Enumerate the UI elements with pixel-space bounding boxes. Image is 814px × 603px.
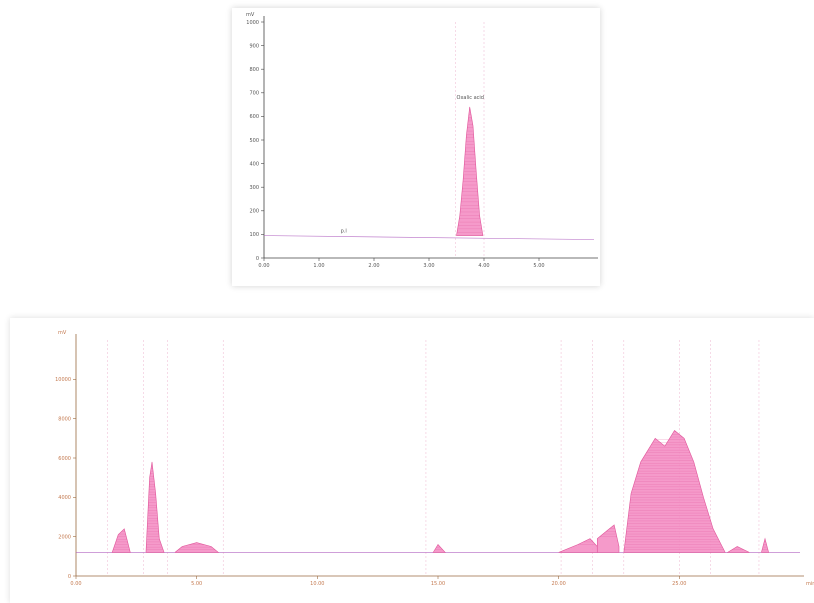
baseline-trace [263,235,595,240]
y-tick-label: 100 [249,232,259,238]
x-tick-label: 3.00 [423,263,434,269]
y-tick-label: 500 [249,138,259,144]
y-unit-label: mV [246,12,255,18]
peak-area [726,546,750,553]
top-chromatogram: 0 100 200 300 400 500 600 700 800 900 1000 mV 0.00 1.… [246,12,598,269]
peak-area [111,528,131,553]
peak-label: p.l [341,229,347,235]
top-chromatogram-panel: 0 100 200 300 400 500 600 700 800 900 1000 mV 0.00 1.… [232,8,600,286]
x-tick-label: 1.00 [313,263,324,269]
x-tick-label: 5.00 [191,581,202,587]
peak-area [145,461,165,553]
x-tick-label: 0.00 [258,263,269,269]
x-tick-label: 0.00 [70,581,81,587]
x-unit-label: min [806,581,814,587]
y-tick-label: 6000 [58,456,71,462]
bottom-chromatogram-panel: 0 2000 4000 6000 8000 10000 mV 0.00 5.00 10.00 15.… [10,318,814,603]
peak-area [432,544,446,553]
x-tick-label: 2.00 [368,263,379,269]
y-tick-label: 300 [249,185,259,191]
y-tick-label: 400 [249,161,259,167]
y-tick-label: 800 [249,67,259,73]
x-tick-label: 5.00 [533,263,544,269]
y-tick-label: 2000 [58,534,71,540]
x-tick-label: 4.00 [478,263,489,269]
peak-area [761,537,770,553]
peak-area [174,542,220,553]
y-tick-label: 200 [249,209,259,215]
y-tick-label: 900 [249,43,259,49]
peak-area [596,524,620,553]
y-tick-label: 1000 [246,20,259,26]
y-tick-label: 700 [249,91,259,97]
y-tick-label: 0 [68,574,71,580]
x-tick-label: 15.00 [431,581,445,587]
y-tick-label: 600 [249,114,259,120]
y-tick-label: 10000 [55,377,71,383]
y-tick-label: 8000 [58,416,71,422]
bottom-chromatogram: 0 2000 4000 6000 8000 10000 mV 0.00 5.00 10.00 15.… [55,330,814,587]
peak-area [558,538,598,553]
x-tick-label: 20.00 [552,581,566,587]
y-unit-label: mV [58,330,67,336]
peak-area [623,430,726,553]
peak-label: Oxalic acid [457,95,484,101]
x-tick-label: 10.00 [310,581,324,587]
peak-area [456,106,484,236]
x-tick-label: 25.00 [672,581,686,587]
y-tick-label: 0 [256,256,259,262]
y-tick-label: 4000 [58,495,71,501]
